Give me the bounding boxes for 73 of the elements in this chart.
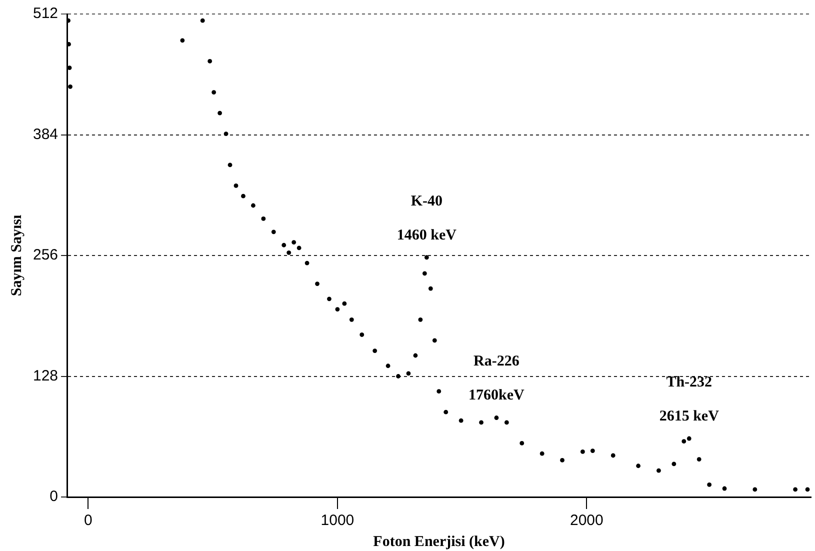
point	[292, 240, 296, 244]
x-tick-label: 0	[84, 512, 92, 530]
point	[428, 286, 433, 291]
point	[610, 453, 616, 458]
point	[296, 246, 302, 250]
point	[406, 371, 411, 376]
point	[560, 458, 564, 462]
point	[271, 230, 276, 234]
point	[444, 410, 448, 414]
point	[218, 110, 222, 116]
y-axis-title: Sayım Sayısı	[8, 214, 25, 296]
point	[682, 439, 686, 444]
point	[458, 418, 464, 423]
point	[590, 448, 595, 453]
point	[200, 18, 205, 23]
point	[672, 462, 676, 466]
y-tick-label: 512	[32, 5, 58, 22]
point	[520, 441, 524, 446]
point	[696, 457, 702, 462]
point	[304, 260, 310, 266]
y-tick-label: 384	[32, 126, 58, 143]
point	[722, 486, 727, 491]
x-axis-title: Foton Enerjisi (keV)	[373, 534, 505, 550]
point	[422, 271, 427, 276]
point	[282, 242, 286, 248]
point	[212, 90, 216, 94]
x-tick-label: 2000	[570, 512, 604, 530]
point	[315, 282, 320, 286]
point	[180, 38, 185, 43]
annotation: Ra-226	[474, 354, 520, 370]
point	[208, 58, 212, 64]
annotation: K-40	[410, 193, 443, 210]
point	[372, 348, 378, 353]
y-tick-label: 128	[32, 367, 58, 384]
point	[224, 132, 228, 136]
point	[234, 183, 238, 188]
annotation: 1760keV	[468, 388, 525, 404]
point	[360, 332, 364, 337]
annotation: Th-232	[666, 374, 712, 390]
point	[396, 374, 400, 378]
point	[686, 436, 692, 441]
point	[540, 451, 544, 456]
point	[327, 296, 332, 302]
point	[479, 420, 484, 425]
point	[432, 338, 437, 343]
x-tick-label: 1000	[320, 512, 354, 530]
point	[261, 216, 266, 221]
point	[656, 468, 661, 473]
point	[707, 482, 712, 487]
point	[805, 487, 810, 492]
point	[424, 255, 429, 260]
point	[413, 353, 418, 358]
point	[342, 301, 347, 306]
y-tick-label: 256	[32, 246, 58, 264]
annotation: 1460 keV	[396, 227, 457, 244]
point	[68, 84, 72, 89]
point	[752, 487, 758, 492]
point	[494, 416, 499, 420]
y-tick-label: 0	[50, 488, 58, 506]
point	[636, 464, 640, 468]
point	[349, 317, 354, 322]
point	[793, 487, 798, 492]
point	[241, 194, 246, 198]
point	[335, 307, 340, 312]
point	[418, 317, 423, 322]
annotation: 2615 keV	[659, 408, 720, 424]
point	[386, 364, 390, 368]
point	[286, 250, 292, 255]
point	[580, 450, 585, 454]
point	[504, 420, 509, 425]
point	[228, 162, 232, 168]
point	[436, 389, 442, 394]
point	[251, 203, 256, 208]
